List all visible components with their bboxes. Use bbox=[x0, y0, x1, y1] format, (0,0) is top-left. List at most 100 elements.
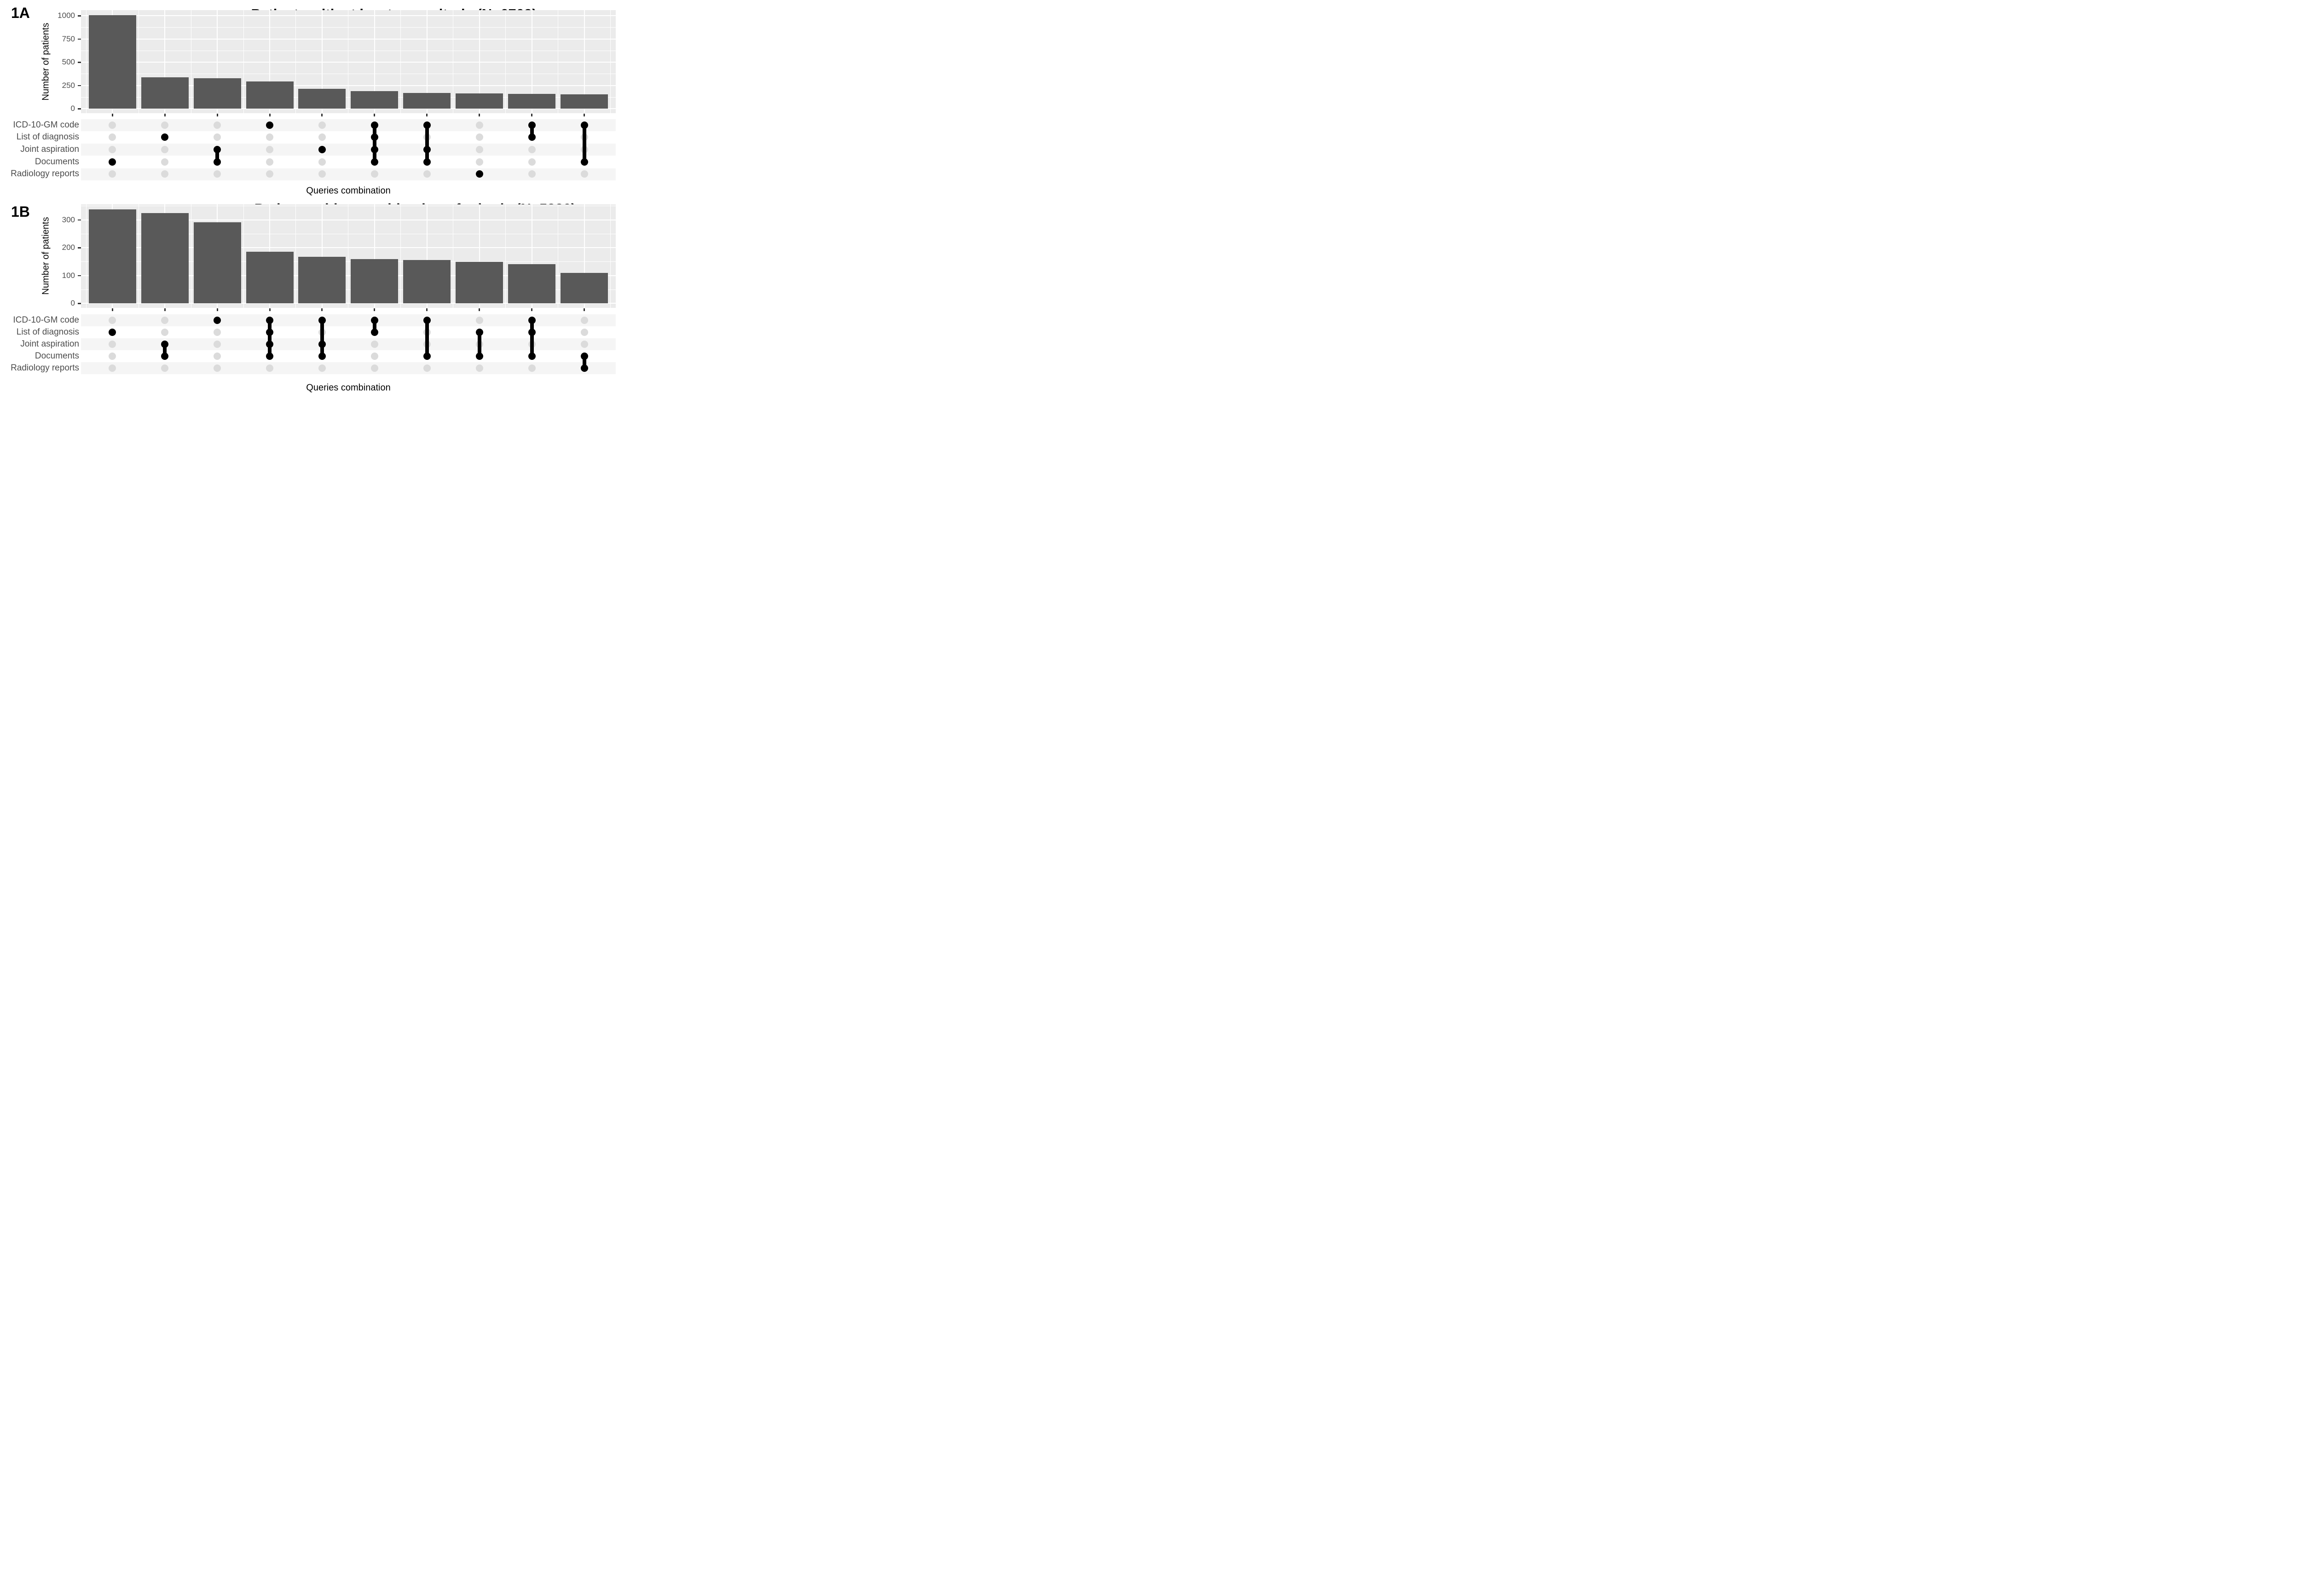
v-major-gridline bbox=[426, 204, 428, 308]
panel-b-y-axis-title: Number of patients bbox=[40, 217, 51, 295]
matrix-row-label: Radiology reports bbox=[11, 363, 79, 373]
matrix-dot-active bbox=[214, 158, 221, 166]
matrix-dot-inactive bbox=[370, 170, 378, 178]
plot-panel bbox=[81, 10, 616, 113]
matrix-row-label: List of diagnosis bbox=[16, 327, 79, 337]
v-major-gridline bbox=[374, 204, 375, 308]
matrix-stripe bbox=[81, 168, 616, 180]
matrix-dot-active bbox=[580, 158, 588, 166]
matrix-row-label: Documents bbox=[35, 156, 79, 167]
matrix-dot-active bbox=[266, 316, 273, 324]
matrix-dot-active bbox=[423, 121, 431, 129]
x-tick-mark bbox=[111, 114, 113, 116]
matrix-dot-active bbox=[475, 352, 483, 360]
matrix-dot-active bbox=[318, 146, 326, 153]
matrix-dot-active bbox=[475, 170, 483, 178]
matrix-dot-inactive bbox=[266, 158, 273, 166]
v-minor-gridline bbox=[610, 204, 611, 308]
v-major-gridline bbox=[426, 10, 428, 113]
matrix-connector bbox=[268, 320, 272, 356]
matrix-dot-inactive bbox=[475, 133, 483, 141]
matrix-dot-active bbox=[161, 133, 169, 141]
matrix-dot-inactive bbox=[161, 364, 169, 372]
y-tick-label: 300 bbox=[62, 215, 75, 224]
v-minor-gridline bbox=[243, 204, 244, 308]
y-tick-mark bbox=[78, 247, 81, 249]
v-major-gridline bbox=[479, 204, 480, 308]
h-major-gridline bbox=[81, 275, 616, 276]
v-minor-gridline bbox=[86, 204, 87, 308]
bar bbox=[403, 260, 451, 304]
v-major-gridline bbox=[374, 10, 375, 113]
matrix-dot-active bbox=[528, 316, 536, 324]
matrix-connector bbox=[477, 332, 481, 356]
matrix-dot-inactive bbox=[318, 121, 326, 129]
v-major-gridline bbox=[164, 10, 166, 113]
bar bbox=[246, 81, 294, 109]
x-tick-mark bbox=[321, 114, 323, 116]
matrix-dot-active bbox=[266, 352, 273, 360]
matrix-dot-active bbox=[318, 352, 326, 360]
v-major-gridline bbox=[584, 204, 585, 308]
bar bbox=[561, 94, 608, 109]
bar bbox=[456, 261, 503, 304]
matrix-dot-inactive bbox=[528, 146, 536, 153]
matrix-dot-active bbox=[580, 364, 588, 372]
h-minor-gridline bbox=[81, 261, 616, 262]
matrix-dot-inactive bbox=[214, 133, 221, 141]
matrix-stripe bbox=[81, 338, 616, 350]
matrix-dot-inactive bbox=[580, 328, 588, 336]
v-minor-gridline bbox=[505, 10, 506, 113]
matrix-row-label: Radiology reports bbox=[11, 169, 79, 179]
matrix-dot-active bbox=[475, 328, 483, 336]
matrix-row-label: ICD-10-GM code bbox=[13, 120, 79, 130]
matrix-dot-active bbox=[370, 133, 378, 141]
h-major-gridline bbox=[81, 303, 616, 304]
x-tick-mark bbox=[216, 114, 218, 116]
matrix-connector bbox=[582, 356, 586, 368]
matrix-dot-inactive bbox=[109, 146, 116, 153]
matrix-dot-inactive bbox=[318, 133, 326, 141]
x-tick-mark bbox=[531, 308, 533, 311]
y-tick-label: 0 bbox=[70, 299, 75, 308]
matrix-dot-inactive bbox=[214, 364, 221, 372]
y-tick-mark bbox=[78, 62, 81, 63]
v-minor-gridline bbox=[400, 204, 401, 308]
x-tick-mark bbox=[269, 114, 271, 116]
bar bbox=[508, 264, 556, 304]
x-tick-mark bbox=[321, 308, 323, 311]
matrix-connector bbox=[215, 150, 220, 162]
matrix-dot-inactive bbox=[214, 340, 221, 348]
bar bbox=[403, 93, 451, 109]
matrix-dot-inactive bbox=[423, 364, 431, 372]
matrix-dot-active bbox=[423, 158, 431, 166]
matrix-row-label: Joint aspiration bbox=[20, 339, 79, 349]
y-tick-mark bbox=[78, 85, 81, 86]
matrix-dot-active bbox=[109, 328, 116, 336]
matrix-dot-inactive bbox=[528, 364, 536, 372]
matrix-connector bbox=[530, 320, 534, 356]
matrix-dot-active bbox=[109, 158, 116, 166]
matrix-dot-active bbox=[370, 121, 378, 129]
x-tick-mark bbox=[479, 308, 480, 311]
matrix-dot-active bbox=[370, 146, 378, 153]
y-tick-label: 0 bbox=[70, 104, 75, 113]
matrix-dot-inactive bbox=[266, 170, 273, 178]
v-major-gridline bbox=[321, 10, 323, 113]
bar bbox=[193, 78, 241, 109]
matrix-dot-active bbox=[370, 316, 378, 324]
v-minor-gridline bbox=[295, 10, 296, 113]
matrix-dot-active bbox=[318, 340, 326, 348]
bar bbox=[246, 251, 294, 304]
bar bbox=[351, 259, 399, 304]
matrix-dot-inactive bbox=[109, 121, 116, 129]
v-minor-gridline bbox=[86, 10, 87, 113]
y-tick-label: 750 bbox=[62, 34, 75, 43]
bar bbox=[508, 93, 556, 109]
y-tick-mark bbox=[78, 303, 81, 304]
matrix-stripe bbox=[81, 314, 616, 326]
matrix-dot-active bbox=[266, 328, 273, 336]
matrix-dot-active bbox=[423, 316, 431, 324]
v-major-gridline bbox=[321, 204, 323, 308]
matrix-dot-inactive bbox=[475, 158, 483, 166]
